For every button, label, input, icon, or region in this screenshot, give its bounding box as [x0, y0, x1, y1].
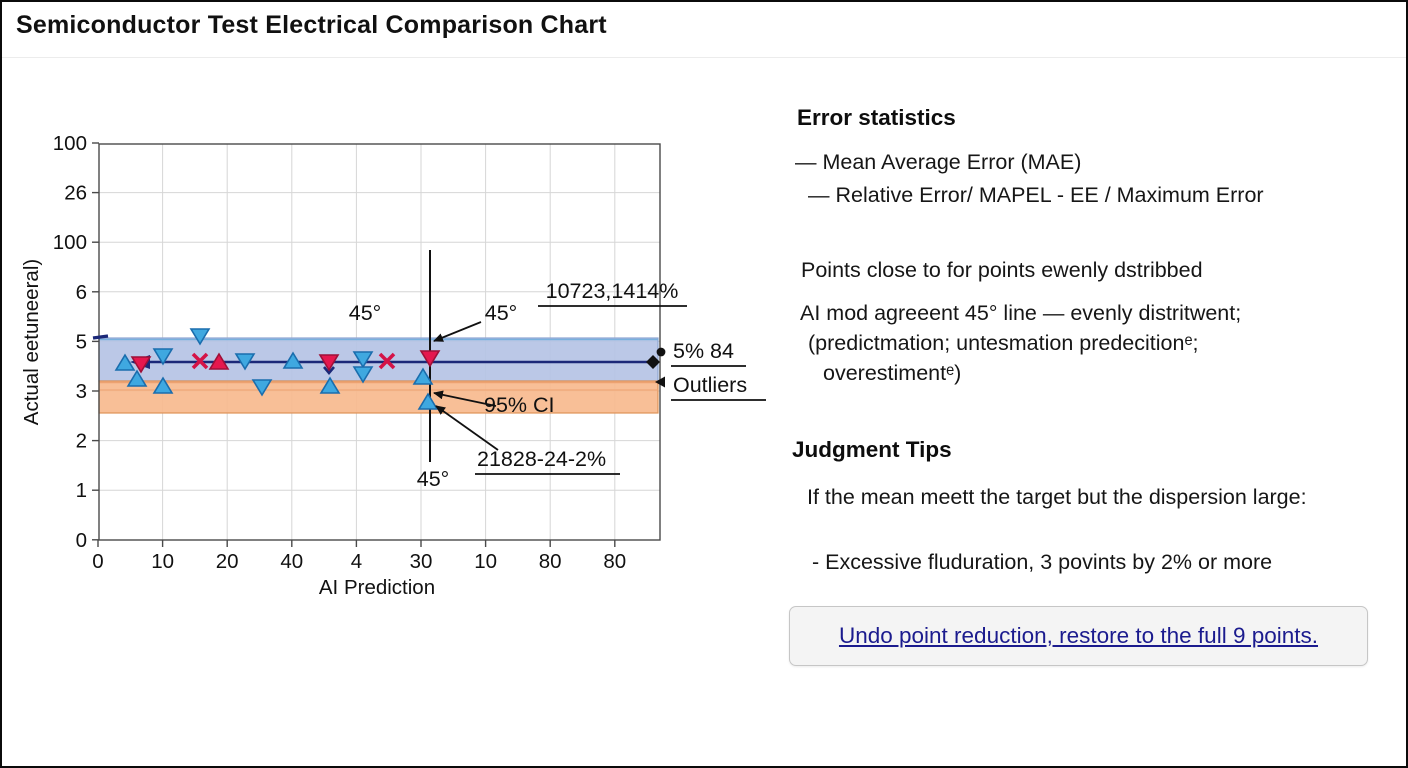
ref-points-x: [191, 352, 396, 370]
x-axis-label: AI Prediction: [319, 576, 435, 599]
undo-point-reduction-button[interactable]: Undo point reduction, restore to the ful…: [789, 606, 1368, 666]
chart-annotation: 45°: [349, 301, 382, 325]
ref-points-up: [208, 352, 230, 370]
agreement-note-line: overestimentᵉ): [823, 361, 962, 385]
ai-points-up: [114, 351, 439, 410]
error-statistics-heading: Error statistics: [797, 105, 956, 130]
y-tick-label: 2: [76, 430, 87, 453]
confidence-bands: [98, 337, 659, 414]
x-tick-label: 80: [539, 550, 562, 573]
chart-annotation: 21828-24-2%: [477, 447, 606, 471]
chart-annotation: Outliers: [673, 373, 747, 397]
error-stats-item: — Relative Error/ MAPEL - EE / Maximum E…: [808, 183, 1264, 207]
x-tick-label: 0: [92, 550, 103, 573]
y-tick-label: 100: [53, 231, 87, 254]
page-title: Semiconductor Test Electrical Comparison…: [16, 11, 607, 39]
y-tick-label: 1: [76, 479, 87, 502]
x-tick-label: 40: [280, 550, 303, 573]
judgment-tips-heading: Judgment Tips: [792, 437, 952, 462]
chart-annotation: 45°: [417, 467, 450, 491]
judgment-tip-line: If the mean meett the target but the dis…: [807, 485, 1307, 509]
chart-annotation: 5% 84: [673, 339, 734, 363]
y-tick-label: 26: [64, 182, 87, 205]
y-axis-label: Actual eetuneeral): [20, 259, 43, 425]
chart-annotation: 45°: [485, 301, 518, 325]
ai-points-down: [152, 328, 374, 397]
electrical-comparison-chart: 45° 45° 10723,1414% 5% 84 Outliers 95% CI 2182…: [20, 132, 766, 599]
x-tick-label: 10: [151, 550, 174, 573]
y-tick-label: 5: [76, 330, 87, 353]
scatter-series: [114, 328, 441, 410]
agreement-note-line: AI mod agreeent 45° line — evenly distri…: [800, 301, 1242, 325]
ref-points-down: [130, 350, 441, 374]
undo-point-reduction-link[interactable]: Undo point reduction, restore to the ful…: [838, 623, 1319, 648]
agreement-note-line: (predictmation; untesmation predecitionᵉ…: [808, 331, 1199, 355]
x-tick-label: 30: [410, 550, 433, 573]
y-tick-label: 6: [76, 281, 87, 304]
x-tick-label: 20: [216, 550, 239, 573]
error-stats-item: — Mean Average Error (MAE): [795, 150, 1082, 174]
judgment-tip-bullet: - Excessive fluduration, 3 povints by 2%…: [812, 550, 1273, 574]
x-tick-label: 80: [603, 550, 626, 573]
y-tick-label: 0: [76, 529, 87, 552]
points-distribution-note: Points close to for points ewenly dstrib…: [801, 258, 1203, 282]
chart-annotation: 95% CI: [484, 393, 555, 417]
y-tick-label: 3: [76, 380, 87, 403]
chart-annotations: 45° 45° 10723,1414% 5% 84 Outliers 95% CI 2182…: [349, 279, 766, 491]
x-tick-label: 4: [351, 550, 362, 573]
y-tick-label: 100: [53, 132, 87, 155]
x-tick-label: 10: [474, 550, 497, 573]
title-divider: [2, 57, 1406, 58]
chart-annotation: 10723,1414%: [546, 279, 679, 303]
